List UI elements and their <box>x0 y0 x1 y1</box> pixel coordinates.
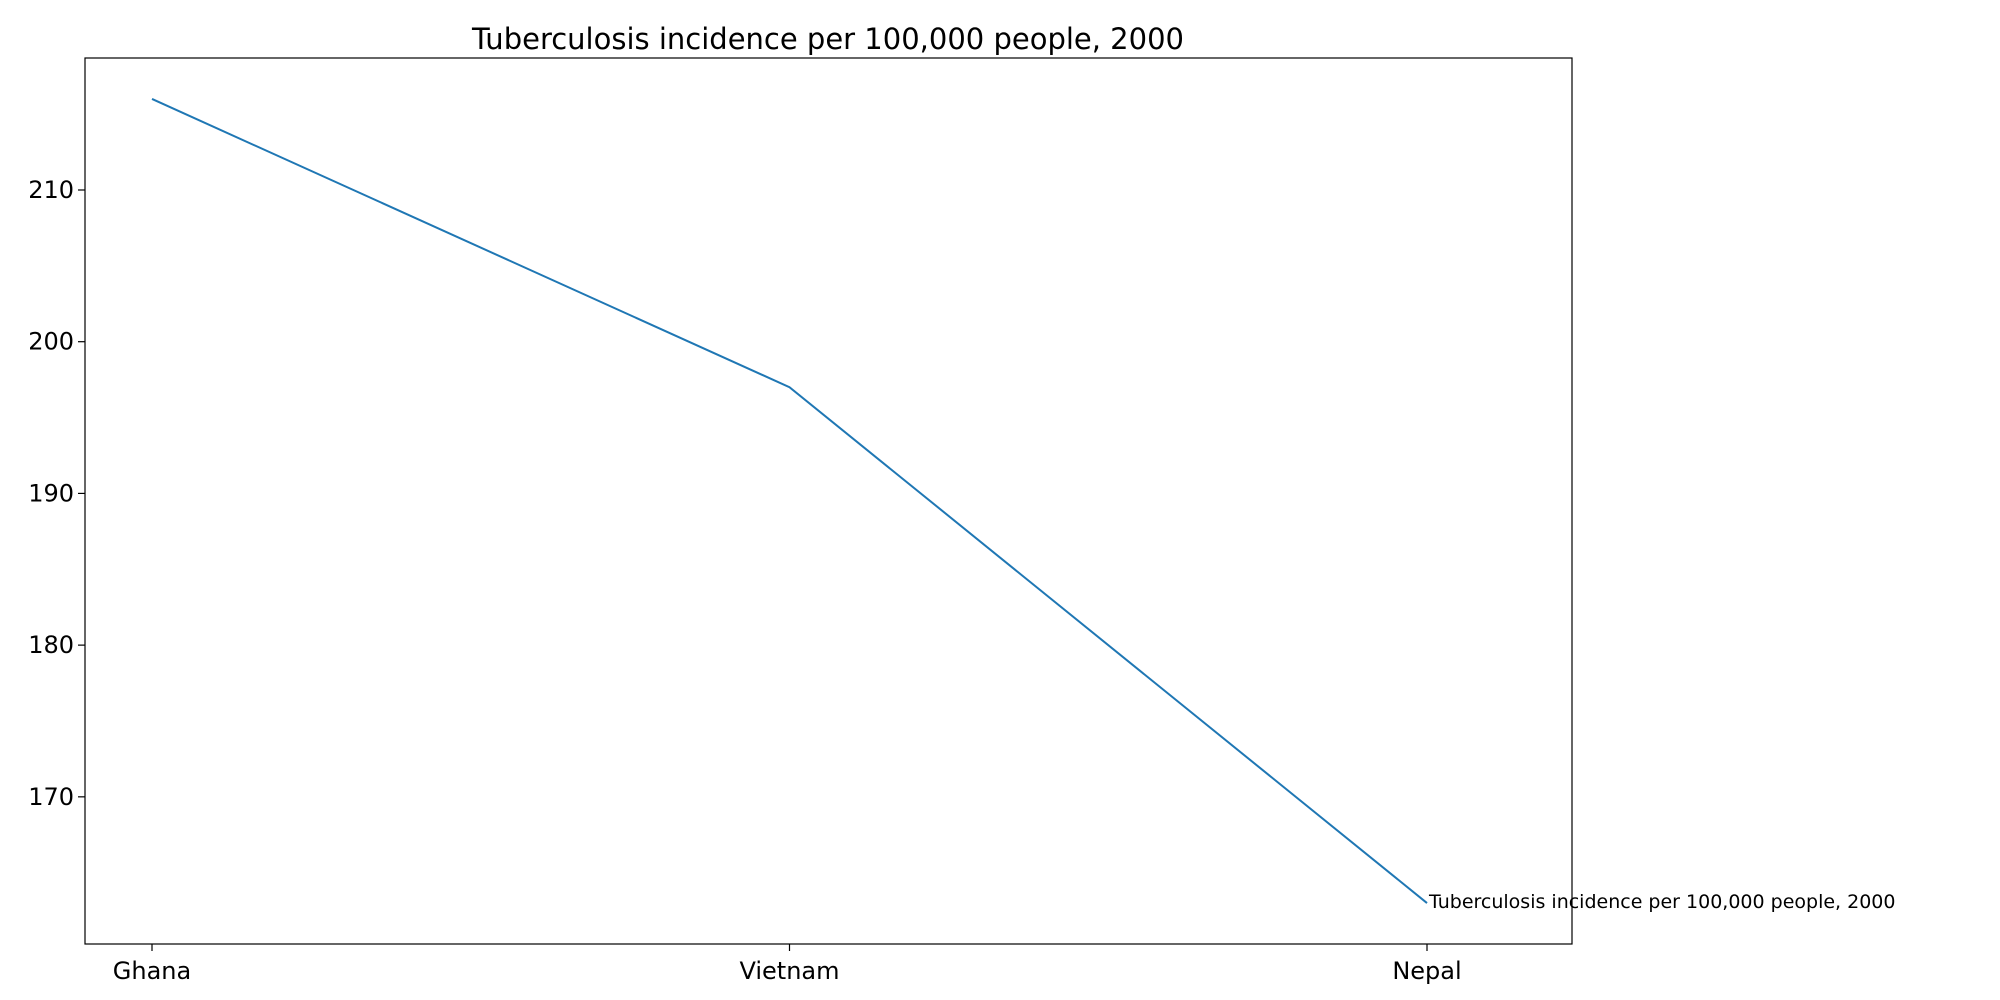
y-tick-label: 170 <box>28 783 74 811</box>
x-axis: Ghana Vietnam Nepal <box>113 944 1462 985</box>
plot-area-frame <box>84 57 1573 945</box>
y-tick-label: 180 <box>28 631 74 659</box>
x-tick-label: Vietnam <box>739 957 839 985</box>
x-tick-label: Ghana <box>113 957 191 985</box>
series-end-annotation: Tuberculosis incidence per 100,000 peopl… <box>1428 891 1895 913</box>
x-tick-label: Nepal <box>1392 957 1461 985</box>
y-tick-label: 210 <box>28 176 74 204</box>
series-layer <box>151 98 1428 904</box>
y-tick-label: 190 <box>28 479 74 507</box>
y-tick-label: 200 <box>28 328 74 356</box>
series-line <box>151 98 1428 904</box>
chart-title: Tuberculosis incidence per 100,000 peopl… <box>471 22 1184 56</box>
y-axis: 170 180 190 200 210 <box>28 176 85 811</box>
